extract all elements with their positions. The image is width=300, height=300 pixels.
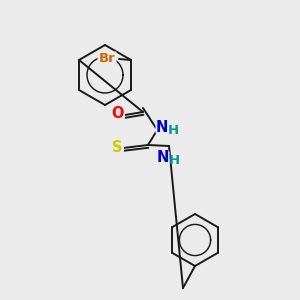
Text: H: H <box>168 154 180 167</box>
FancyBboxPatch shape <box>110 140 124 154</box>
Text: S: S <box>112 140 122 154</box>
FancyBboxPatch shape <box>98 52 116 64</box>
FancyBboxPatch shape <box>111 107 125 121</box>
Text: O: O <box>112 106 124 122</box>
FancyBboxPatch shape <box>155 121 169 134</box>
Text: N: N <box>156 119 168 134</box>
Text: N: N <box>157 151 169 166</box>
Text: H: H <box>167 124 178 137</box>
Text: Br: Br <box>99 52 116 64</box>
FancyBboxPatch shape <box>157 152 169 164</box>
